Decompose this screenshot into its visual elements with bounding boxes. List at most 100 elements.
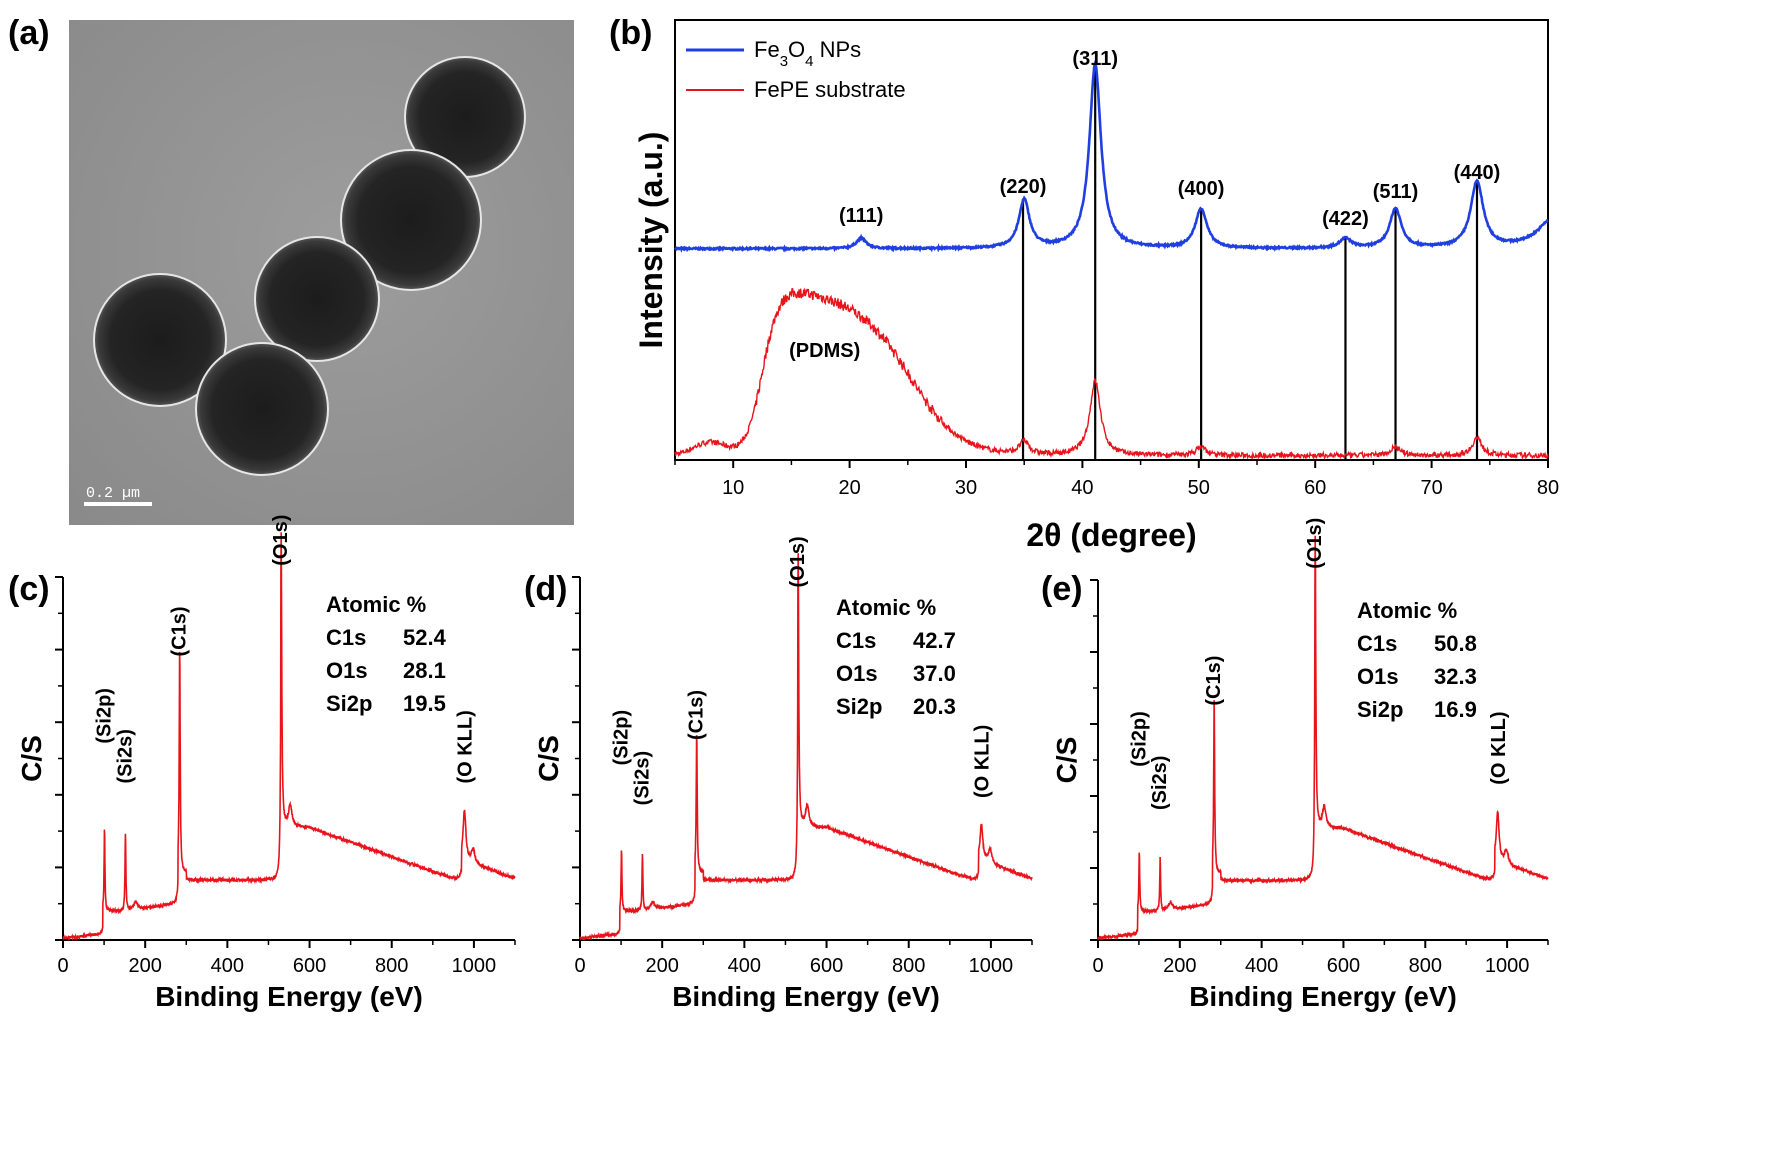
xps-x-tick-label: 200 xyxy=(128,955,161,977)
xps-x-axis-label: Binding Energy (eV) xyxy=(1189,981,1457,1012)
xrd-x-tick-label: 20 xyxy=(838,477,860,499)
atomic-table-title: Atomic % xyxy=(1357,598,1457,623)
xrd-peak-label: (220) xyxy=(1000,176,1047,198)
xrd-peak-label: (311) xyxy=(1072,48,1118,70)
xrd-x-tick-label: 60 xyxy=(1304,477,1326,499)
legend-label-part: NPs xyxy=(814,37,862,62)
atomic-table-element: Si2p xyxy=(1357,697,1403,722)
atomic-table-value: 42.7 xyxy=(913,628,956,653)
panel-label-e: (e) xyxy=(1041,570,1083,608)
legend-label-fepe: FePE substrate xyxy=(754,77,906,102)
xps-peak-label: (O1s) xyxy=(270,515,292,566)
xps-survey-spectrum xyxy=(579,553,1033,942)
xps-y-axis-label: C/S xyxy=(1051,737,1082,784)
atomic-table-element: O1s xyxy=(326,658,368,683)
xps-x-axis-label: Binding Energy (eV) xyxy=(672,981,940,1012)
xps-peak-label: (C1s) xyxy=(169,606,191,656)
atomic-table-value: 28.1 xyxy=(403,658,446,683)
atomic-table-element: C1s xyxy=(836,628,876,653)
xps-x-tick-label: 0 xyxy=(574,955,585,977)
xps-x-tick-label: 0 xyxy=(57,955,68,977)
xps-peak-label: (O1s) xyxy=(787,536,809,587)
nanoparticle-sphere xyxy=(195,342,329,476)
xrd-peak-label: (PDMS) xyxy=(789,340,860,362)
atomic-table-element: Si2p xyxy=(836,694,882,719)
atomic-table-title: Atomic % xyxy=(836,595,936,620)
xrd-series-fepe-line xyxy=(674,287,1549,461)
xps-peak-label: (O KLL) xyxy=(455,710,477,783)
xps-peak-label: (Si2s) xyxy=(114,729,136,783)
xps-peak-label: (Si2s) xyxy=(631,751,653,805)
atomic-table-element: Si2p xyxy=(326,691,372,716)
xps-x-tick-label: 600 xyxy=(293,955,326,977)
xps-x-tick-label: 400 xyxy=(728,955,761,977)
xrd-x-tick-label: 80 xyxy=(1537,477,1559,499)
atomic-table-element: O1s xyxy=(1357,664,1399,689)
xrd-series-fe3o4-line xyxy=(674,58,1549,253)
xrd-peak-label: (422) xyxy=(1322,208,1369,230)
xps-peak-label: (C1s) xyxy=(1203,656,1225,706)
panel-label-a: (a) xyxy=(8,14,50,52)
xps-peak-label: (Si2p) xyxy=(94,688,116,744)
xps-x-tick-label: 800 xyxy=(375,955,408,977)
atomic-table-element: C1s xyxy=(326,625,366,650)
legend-label-part: O xyxy=(788,37,805,62)
xps-y-axis-label: C/S xyxy=(16,735,47,782)
xps-peak-label: (O KLL) xyxy=(972,725,994,798)
xrd-plot-frame xyxy=(674,19,1549,461)
xps-x-tick-label: 1000 xyxy=(1485,955,1530,977)
xps-x-tick-label: 600 xyxy=(1327,955,1360,977)
xrd-y-axis-label: Intensity (a.u.) xyxy=(633,132,669,349)
xps-y-axis-label: C/S xyxy=(533,735,564,782)
xrd-x-tick-label: 10 xyxy=(722,477,744,499)
xps-peak-label: (Si2p) xyxy=(611,710,633,766)
xps-x-tick-label: 800 xyxy=(892,955,925,977)
xps-peak-label: (Si2s) xyxy=(1149,756,1171,810)
xrd-x-axis-label: 2θ (degree) xyxy=(1026,517,1196,553)
atomic-table-value: 50.8 xyxy=(1434,631,1477,656)
xrd-chart: 10 20 30 40 50 60 70 80 2θ (degree) Intensity (a.… xyxy=(633,19,1559,553)
xps-chart-e: 0 200 400 600 800 1000 Binding Energy (eV) C/S (… xyxy=(1051,518,1549,1012)
panel-label-d: (d) xyxy=(524,570,567,608)
atomic-table-value: 37.0 xyxy=(913,661,956,686)
atomic-table-value: 52.4 xyxy=(403,625,447,650)
legend-label-part: 4 xyxy=(805,53,813,70)
xps-x-axis-label: Binding Energy (eV) xyxy=(155,981,423,1012)
xps-x-tick-label: 200 xyxy=(645,955,678,977)
xps-x-tick-label: 400 xyxy=(211,955,244,977)
xps-x-tick-label: 1000 xyxy=(969,955,1014,977)
nanoparticle-sphere xyxy=(254,236,380,362)
xps-peak-label: (Si2p) xyxy=(1128,711,1150,767)
xrd-x-tick-label: 30 xyxy=(955,477,977,499)
xps-survey-spectrum xyxy=(62,532,516,942)
legend-label-fe3o4: Fe3O4 NPs xyxy=(754,37,861,70)
atomic-table-element: C1s xyxy=(1357,631,1397,656)
atomic-table-title: Atomic % xyxy=(326,592,426,617)
atomic-table-value: 16.9 xyxy=(1434,697,1477,722)
nanoparticle-sphere xyxy=(93,273,227,407)
atomic-table-element: O1s xyxy=(836,661,878,686)
xps-x-tick-label: 200 xyxy=(1163,955,1196,977)
xrd-x-tick-label: 40 xyxy=(1071,477,1093,499)
panel-label-b: (b) xyxy=(609,14,652,52)
xps-x-tick-label: 800 xyxy=(1409,955,1442,977)
xrd-peak-label: (440) xyxy=(1454,162,1501,184)
xps-peak-label: (C1s) xyxy=(686,690,708,740)
xps-peak-label: (O1s) xyxy=(1304,518,1326,569)
xps-peak-label: (O KLL) xyxy=(1488,711,1510,784)
xrd-x-tick-label: 70 xyxy=(1420,477,1442,499)
xps-x-tick-label: 600 xyxy=(810,955,843,977)
atomic-table-value: 19.5 xyxy=(403,691,446,716)
panel-a: (a) 0.2 µm xyxy=(8,14,574,525)
legend-label-part: 3 xyxy=(780,53,788,70)
xrd-peak-label: (511) xyxy=(1373,181,1419,203)
panel-label-c: (c) xyxy=(8,570,50,608)
xps-x-tick-label: 1000 xyxy=(452,955,497,977)
nanoparticle-sphere xyxy=(340,149,482,291)
xrd-peak-label: (111) xyxy=(839,205,883,227)
xps-chart-d: 0 200 400 600 800 1000 Binding Energy (eV) C/S (… xyxy=(533,536,1033,1012)
tem-spheres xyxy=(93,56,526,476)
legend-label-part: Fe xyxy=(754,37,780,62)
xps-survey-spectrum xyxy=(1097,535,1549,941)
